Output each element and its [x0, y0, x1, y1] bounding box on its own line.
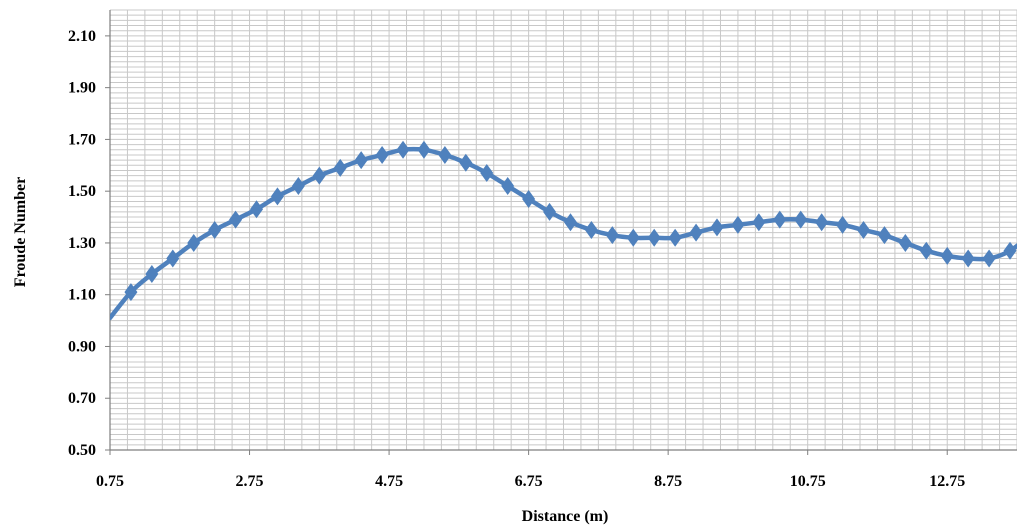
data-point-marker	[794, 210, 808, 229]
labels-layer: 0.50 0.70 0.90 1.10 1.30 1.50 1.70 1.90 2.10 0.75…	[68, 28, 965, 490]
y-tick-label: 0.90	[68, 338, 96, 355]
data-point-marker	[166, 249, 180, 268]
data-point-marker	[857, 221, 871, 239]
data-point-marker	[940, 246, 954, 265]
data-point-marker	[563, 213, 577, 232]
series-layer	[110, 140, 1017, 321]
x-tick-label: 0.75	[96, 473, 124, 490]
x-axis-title: Distance (m)	[522, 508, 609, 525]
data-point-marker	[501, 177, 515, 195]
data-point-marker	[124, 283, 138, 302]
data-point-marker	[752, 213, 766, 232]
data-point-marker	[187, 233, 201, 252]
x-tick-label: 6.75	[515, 473, 543, 490]
y-tick-label: 2.10	[68, 28, 96, 45]
data-point-marker	[1003, 241, 1017, 260]
data-point-marker	[898, 233, 912, 252]
data-point-marker	[731, 215, 745, 234]
data-point-marker	[333, 158, 347, 177]
data-point-marker	[208, 221, 222, 239]
data-point-marker	[229, 210, 243, 229]
axes-layer	[105, 10, 1017, 455]
data-point-marker	[312, 166, 326, 185]
y-tick-label: 1.90	[68, 80, 96, 97]
y-tick-label: 1.50	[68, 183, 96, 200]
data-point-marker	[543, 202, 557, 221]
data-point-marker	[836, 215, 850, 234]
data-point-marker	[982, 249, 996, 268]
data-point-marker	[480, 164, 494, 183]
y-tick-label: 1.30	[68, 235, 96, 252]
y-tick-label: 1.10	[68, 287, 96, 304]
y-axis-title: Froude Number	[12, 177, 29, 287]
data-point-marker	[291, 177, 305, 195]
data-point-marker	[877, 226, 891, 245]
x-tick-label: 12.75	[929, 473, 965, 490]
data-point-marker	[522, 189, 536, 208]
data-point-marker	[459, 153, 473, 172]
data-point-marker	[689, 223, 703, 242]
data-point-marker	[375, 145, 389, 164]
data-point-marker	[438, 145, 452, 164]
y-tick-label: 0.50	[68, 442, 96, 459]
x-tick-label: 8.75	[654, 473, 682, 490]
grid-layer	[110, 9, 1017, 450]
data-point-marker	[354, 151, 368, 170]
x-tick-label: 10.75	[790, 473, 826, 490]
data-point-marker	[145, 265, 159, 283]
data-point-marker	[584, 221, 598, 239]
x-tick-label: 2.75	[236, 473, 264, 490]
data-point-marker	[961, 249, 975, 268]
data-point-marker	[250, 200, 264, 219]
data-point-marker	[647, 228, 661, 247]
data-point-marker	[668, 228, 682, 247]
data-point-marker	[396, 140, 410, 159]
x-tick-label: 4.75	[375, 473, 403, 490]
data-point-marker	[270, 187, 284, 206]
data-point-marker	[626, 228, 640, 247]
data-point-marker	[919, 241, 933, 260]
y-tick-label: 0.70	[68, 390, 96, 407]
data-point-marker	[710, 218, 724, 237]
y-tick-label: 1.70	[68, 131, 96, 148]
data-point-marker	[605, 226, 619, 245]
data-point-marker	[815, 213, 829, 232]
data-point-marker	[773, 210, 787, 229]
data-point-marker	[417, 140, 431, 159]
